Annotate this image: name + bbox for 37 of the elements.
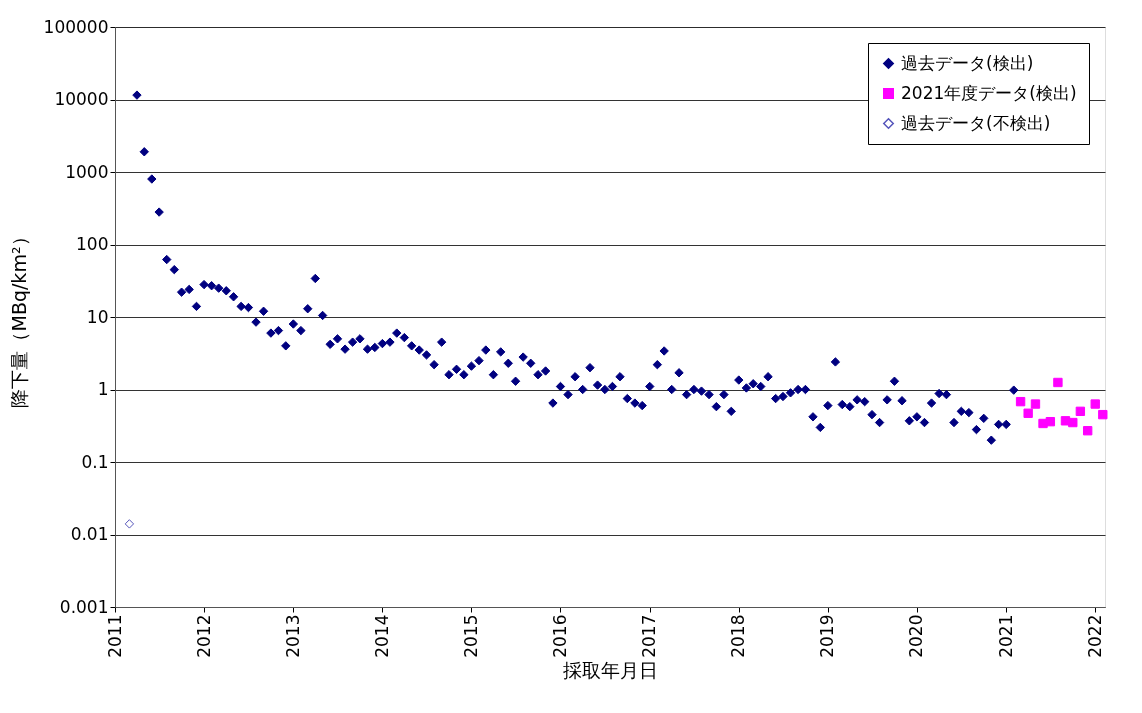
x-tick-label: 2012 [193,614,214,658]
x-tick-label: 2015 [460,614,481,658]
y-tick-label: 10000 [54,89,109,109]
y-tick-label: 0.1 [81,451,109,472]
x-tick-label: 2017 [639,614,660,658]
x-tick-label: 2019 [817,614,838,658]
point [1045,416,1056,427]
point [1023,408,1033,418]
x-tick-label: 2022 [1084,614,1105,658]
point [1068,417,1078,428]
point [1090,399,1100,409]
point [1030,399,1041,409]
point [1075,406,1086,417]
x-tick-label: 2013 [282,614,303,658]
y-tick-label: 0.01 [70,524,109,544]
x-tick-label: 2016 [549,614,570,658]
x-tick-label: 2021 [995,614,1016,658]
x-tick-label: 2018 [728,614,749,658]
y-axis-title: 降下量（MBq/km²） [7,227,30,408]
point [1083,426,1093,436]
point [124,519,135,529]
y-tick-label: 1000 [65,161,109,182]
x-axis-title: 採取年月日 [563,658,658,681]
y-tick-label: 0.001 [59,596,109,617]
point [1053,377,1063,388]
x-tick-label: 2020 [906,614,927,658]
point [1015,396,1026,407]
legend-label: 過去データ(検出) [901,52,1034,73]
legend-label: 2021年度データ(検出) [901,82,1077,103]
y-tick-label: 100 [76,234,109,254]
x-tick-label: 2011 [104,614,125,658]
y-tick-label: 10 [86,306,109,327]
point [1098,409,1108,420]
y-tick-label: 1 [97,379,109,399]
x-tick-label: 2014 [371,614,392,658]
legend-label: 過去データ(不検出) [901,112,1051,133]
y-tick-label: 100000 [43,16,109,37]
